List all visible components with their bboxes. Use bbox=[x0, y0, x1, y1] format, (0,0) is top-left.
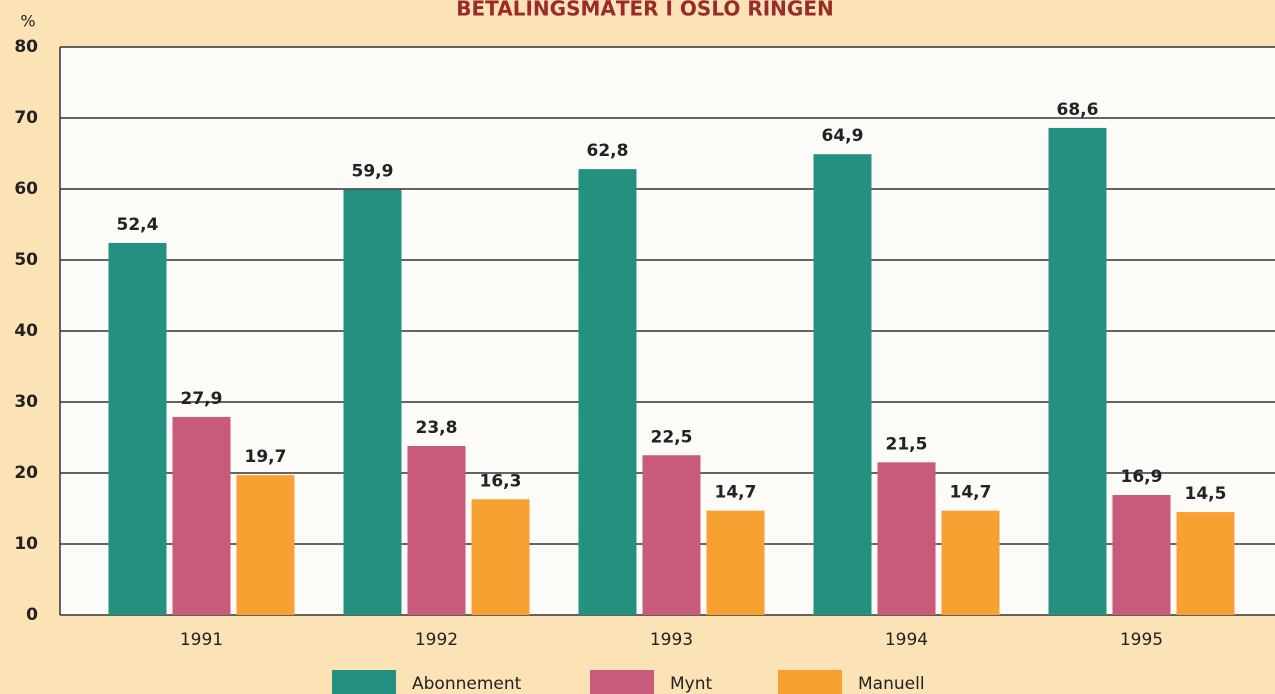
y-tick-label: 70 bbox=[14, 108, 38, 128]
bar bbox=[471, 499, 530, 615]
x-tick-label: 1992 bbox=[415, 630, 458, 650]
value-label: 22,5 bbox=[651, 427, 693, 447]
value-label: 14,7 bbox=[715, 483, 757, 503]
bar bbox=[1176, 512, 1235, 615]
x-tick-label: 1994 bbox=[885, 630, 928, 650]
y-tick-label: 40 bbox=[14, 321, 38, 341]
legend-label: Mynt bbox=[670, 674, 713, 694]
bar bbox=[108, 242, 167, 615]
y-tick-label: 10 bbox=[14, 534, 38, 554]
bar bbox=[941, 510, 1000, 615]
y-tick-label: 20 bbox=[14, 463, 38, 483]
value-label: 16,3 bbox=[480, 471, 522, 491]
legend-swatch bbox=[332, 670, 396, 694]
y-tick-label: 50 bbox=[14, 250, 38, 270]
value-label: 62,8 bbox=[587, 141, 629, 161]
value-label: 23,8 bbox=[416, 418, 458, 438]
value-label: 19,7 bbox=[245, 447, 287, 467]
value-label: 16,9 bbox=[1121, 467, 1163, 487]
bar bbox=[172, 416, 231, 615]
legend-label: Abonnement bbox=[412, 674, 522, 694]
bar bbox=[343, 189, 402, 615]
bar bbox=[706, 510, 765, 615]
value-label: 64,9 bbox=[822, 126, 864, 146]
x-tick-label: 1995 bbox=[1120, 630, 1163, 650]
x-tick-label: 1993 bbox=[650, 630, 693, 650]
y-axis-label: % bbox=[20, 12, 35, 31]
y-tick-label: 80 bbox=[14, 37, 38, 57]
value-label: 14,5 bbox=[1185, 484, 1227, 504]
legend-swatch bbox=[778, 670, 842, 694]
value-label: 68,6 bbox=[1057, 100, 1099, 120]
bar bbox=[1048, 127, 1107, 615]
value-label: 27,9 bbox=[181, 389, 223, 409]
bar bbox=[578, 169, 637, 615]
bar bbox=[642, 455, 701, 615]
bar bbox=[1112, 495, 1171, 615]
y-tick-label: 60 bbox=[14, 179, 38, 199]
legend-label: Manuell bbox=[858, 674, 925, 694]
chart-title: BETALINGSMÅTER I OSLO RINGEN bbox=[456, 0, 833, 21]
value-label: 21,5 bbox=[886, 434, 928, 454]
x-tick-label: 1991 bbox=[180, 630, 223, 650]
y-tick-label: 0 bbox=[26, 605, 38, 625]
bar bbox=[813, 154, 872, 615]
value-label: 52,4 bbox=[117, 215, 159, 235]
bar bbox=[236, 475, 295, 615]
legend-swatch bbox=[590, 670, 654, 694]
bar bbox=[877, 462, 936, 615]
y-tick-label: 30 bbox=[14, 392, 38, 412]
bar bbox=[407, 446, 466, 615]
value-label: 59,9 bbox=[352, 162, 394, 182]
value-label: 14,7 bbox=[950, 483, 992, 503]
